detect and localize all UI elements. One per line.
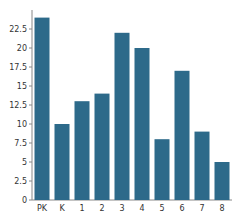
bar [35, 18, 50, 200]
y-tick-label: 15 [17, 82, 27, 91]
y-tick-label: 10 [17, 120, 27, 129]
y-tick-label: 17.5 [9, 63, 27, 72]
x-tick-label: PK [37, 204, 48, 213]
y-tick-label: 22.5 [9, 25, 27, 34]
y-tick [29, 105, 32, 106]
y-tick-label: 2.5 [14, 177, 27, 186]
y-tick-label: 0 [22, 196, 27, 205]
bar [175, 71, 190, 200]
x-tick-label: K [59, 204, 65, 213]
y-tick-label: 5 [22, 158, 27, 167]
bars [35, 18, 230, 200]
y-tick [29, 200, 32, 201]
y-tick-label: 7.5 [14, 139, 27, 148]
y-tick [29, 162, 32, 163]
bar [195, 132, 210, 200]
x-tick-label: 2 [99, 204, 104, 213]
bar [95, 94, 110, 200]
bar [75, 101, 90, 200]
x-tick-label: 8 [219, 204, 224, 213]
bar [155, 139, 170, 200]
y-axis: 0 2.5 5 7.5 10 12.5 15 17.5 20 22.5 [9, 10, 32, 205]
x-tick-label: 1 [79, 204, 84, 213]
y-tick-label: 12.5 [9, 101, 27, 110]
y-tick [29, 181, 32, 182]
y-tick-label: 20 [17, 44, 27, 53]
y-tick [29, 143, 32, 144]
y-tick [29, 67, 32, 68]
y-tick [29, 86, 32, 87]
y-tick [29, 29, 32, 30]
x-axis: PK K 1 2 3 4 5 6 7 8 [32, 200, 232, 213]
bar [135, 48, 150, 200]
x-tick-label: 3 [119, 204, 124, 213]
x-tick-label: 7 [199, 204, 204, 213]
x-tick-label: 4 [139, 204, 144, 213]
x-tick-label: 6 [179, 204, 184, 213]
x-tick-label: 5 [159, 204, 164, 213]
chart-svg: 0 2.5 5 7.5 10 12.5 15 17.5 20 22.5 PK K 1 2 3 4 5 6 7 8 [0, 0, 240, 220]
chart-container: 0 2.5 5 7.5 10 12.5 15 17.5 20 22.5 PK K 1 2 3 4 5 6 7 8 [0, 0, 240, 220]
y-tick [29, 48, 32, 49]
bar [55, 124, 70, 200]
bar [115, 33, 130, 200]
bar [215, 162, 230, 200]
y-tick [29, 124, 32, 125]
